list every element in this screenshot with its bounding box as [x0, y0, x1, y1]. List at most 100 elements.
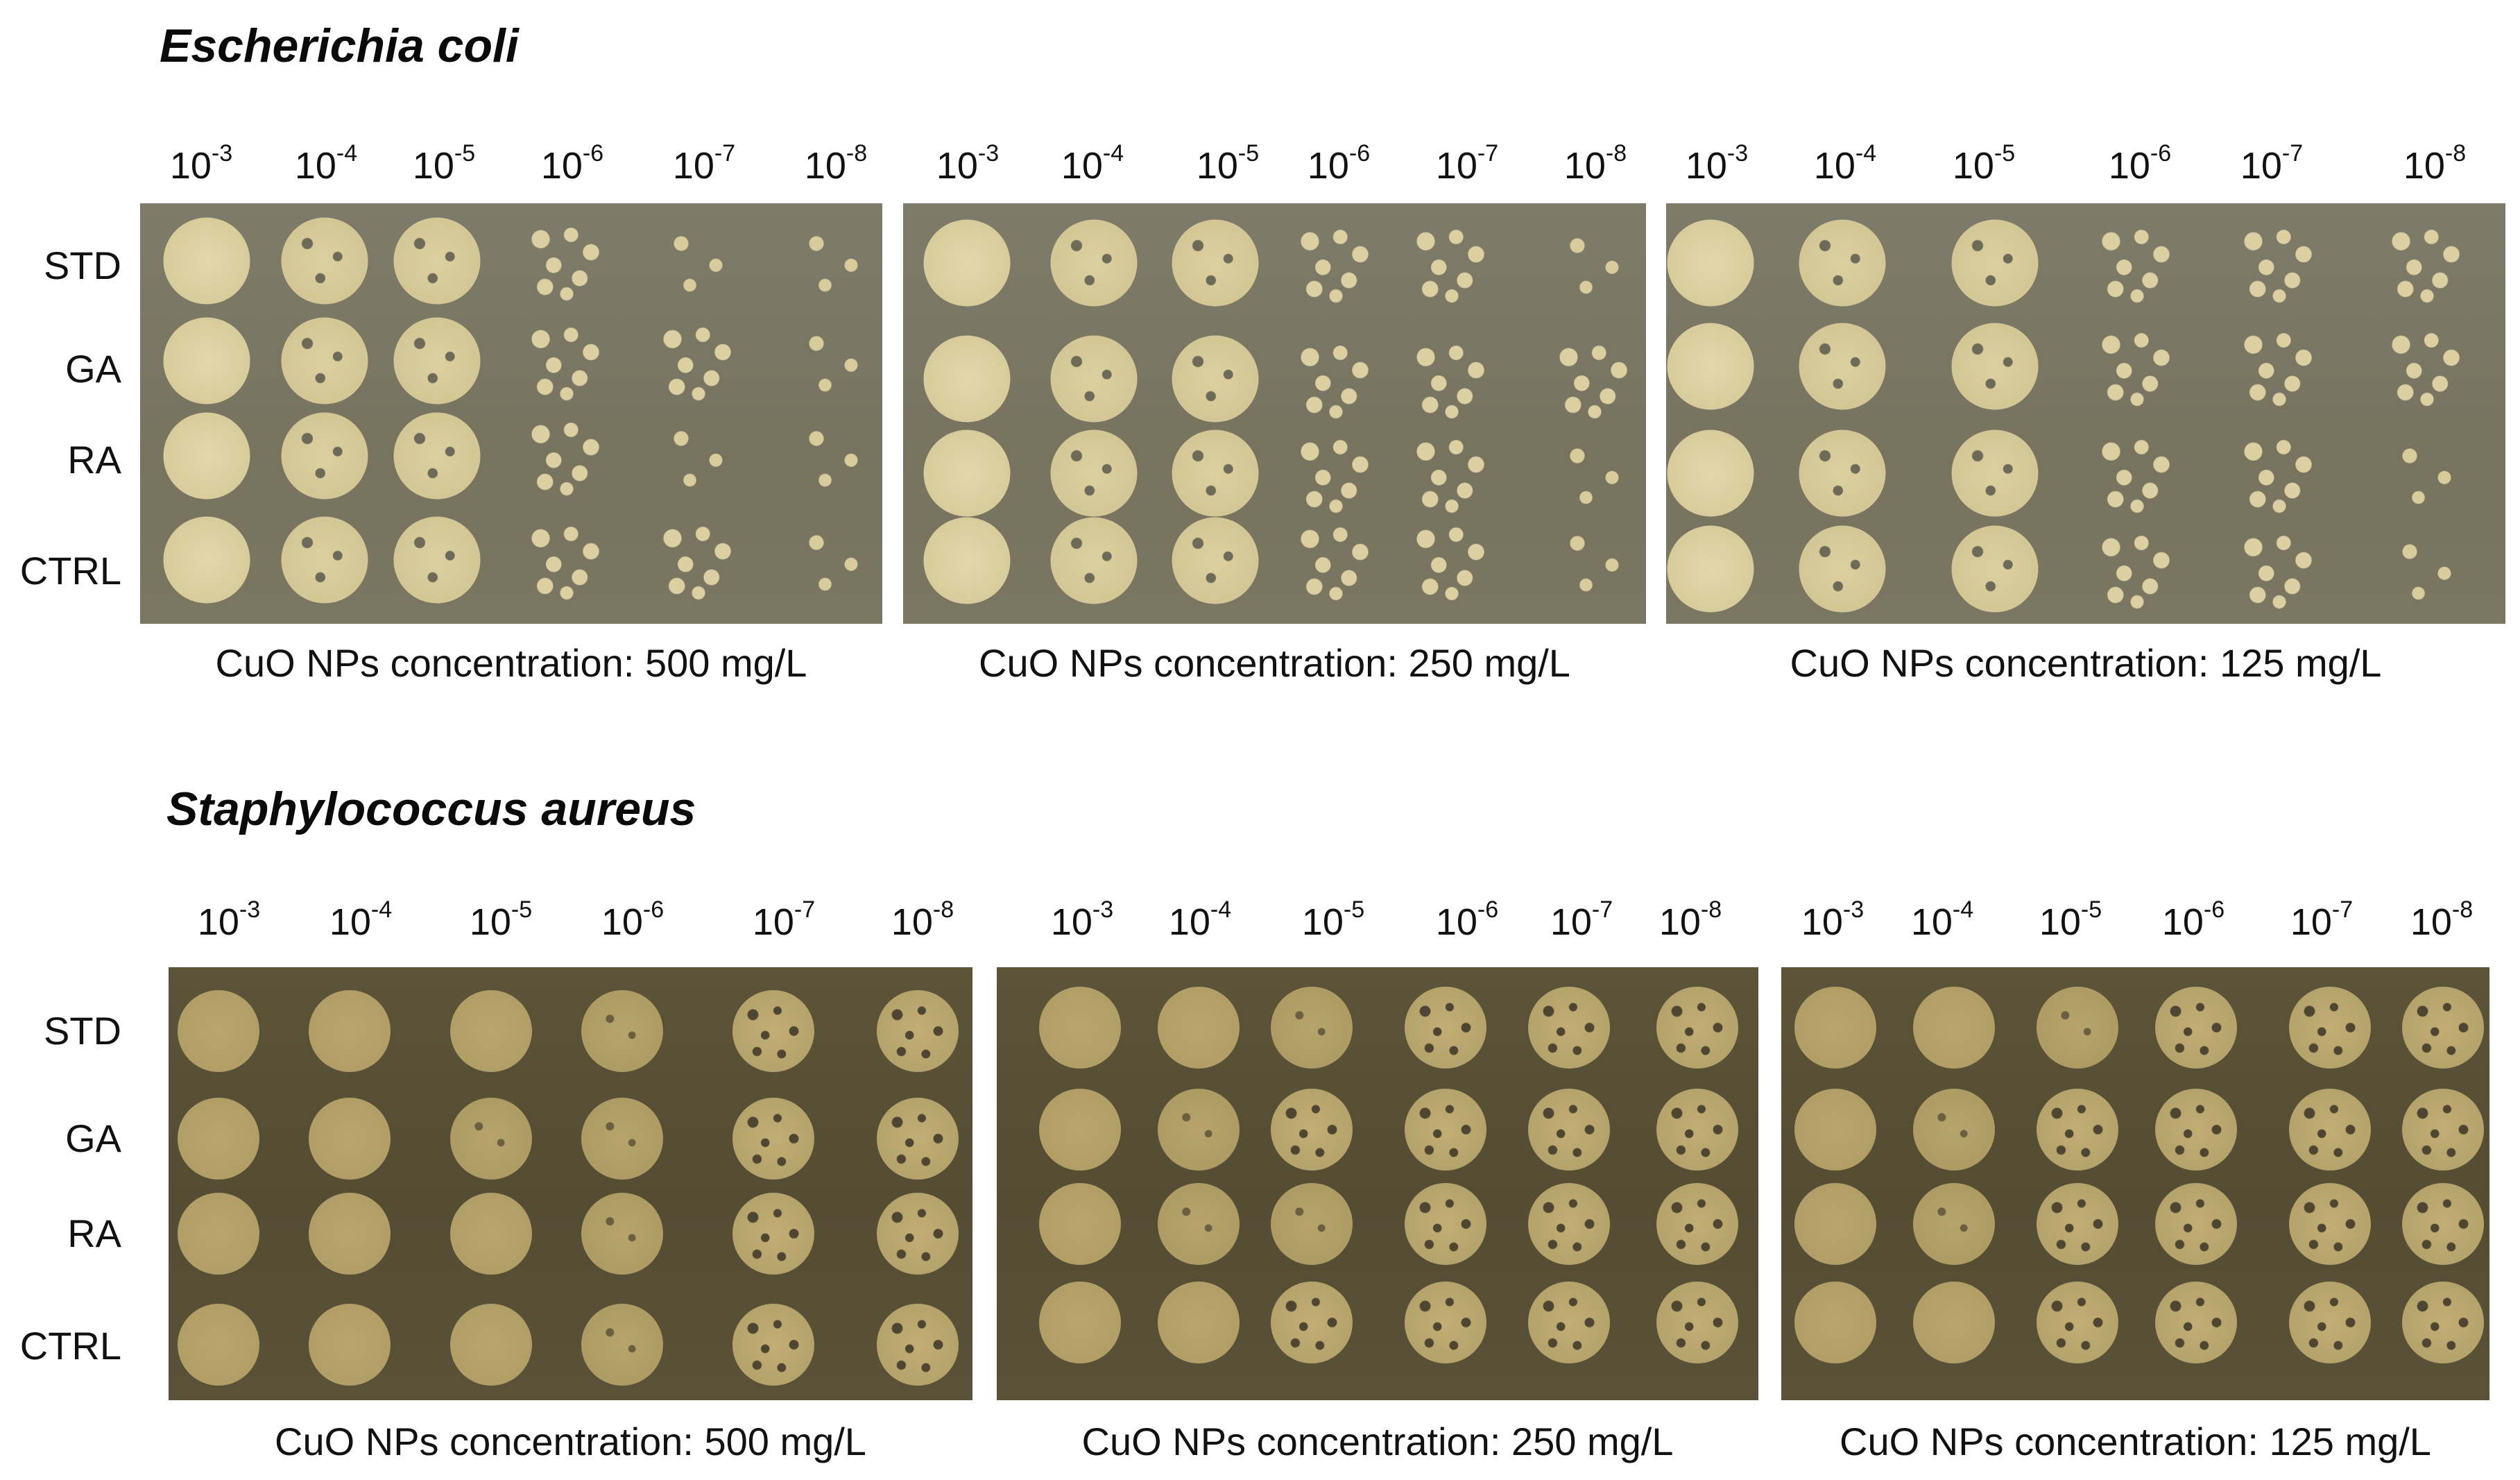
agar-plate-ecoli-3 — [1666, 203, 2505, 624]
dilution-exponent: -5 — [1994, 140, 2016, 167]
colony-spot — [1528, 1089, 1610, 1171]
dilution-label: 10-6 — [601, 898, 664, 941]
dilution-exponent: -8 — [932, 896, 954, 923]
dilution-base: 10 — [169, 145, 212, 187]
colony-spot — [1292, 429, 1380, 517]
colony-spot — [1172, 517, 1259, 604]
dilution-label: 10-3 — [936, 142, 999, 187]
row-label-ra: RA — [67, 1211, 121, 1255]
colony-spot — [2289, 987, 2371, 1069]
dilution-label: 10-3 — [169, 142, 232, 187]
colony-spot — [2037, 1183, 2118, 1265]
concentration-caption: CuO NPs concentration: 125 mg/L — [1790, 641, 2382, 685]
colony-spot — [1271, 987, 1353, 1069]
dilution-label: 10-7 — [2240, 142, 2303, 187]
colony-spot — [1794, 1282, 1876, 1363]
colony-spot — [655, 217, 742, 305]
colony-spot — [1667, 323, 1754, 410]
colony-spot — [1794, 1183, 1876, 1265]
dilution-base: 10 — [412, 145, 454, 187]
colony-spot — [2402, 1089, 2484, 1171]
colony-spot — [732, 1193, 814, 1275]
dilution-base: 10 — [2240, 145, 2282, 187]
dilution-base: 10 — [1301, 901, 1344, 943]
colony-spot — [450, 1304, 532, 1386]
colony-spot — [2289, 1183, 2371, 1265]
dilution-base: 10 — [1952, 145, 1994, 187]
colony-spot — [1172, 429, 1259, 517]
colony-spot — [2037, 1282, 2118, 1363]
colony-spot — [655, 412, 742, 500]
colony-spot — [523, 516, 610, 604]
dilution-exponent: -3 — [211, 140, 233, 167]
colony-spot — [1799, 525, 1886, 613]
dilution-base: 10 — [294, 145, 336, 187]
dilution-label: 10-4 — [1814, 142, 1876, 185]
colony-spot — [1158, 1183, 1240, 1265]
dilution-base: 10 — [2410, 901, 2452, 943]
colony-spot — [877, 1304, 959, 1386]
colony-spot — [1656, 987, 1738, 1069]
dilution-exponent: -5 — [1237, 140, 1260, 167]
concentration-caption: CuO NPs concentration: 500 mg/L — [215, 641, 807, 685]
colony-spot — [581, 1193, 663, 1275]
colony-spot — [1551, 219, 1638, 307]
row-label-std: STD — [44, 1009, 121, 1053]
colony-spot — [1913, 1089, 1995, 1171]
colony-spot — [2155, 1089, 2237, 1171]
dilution-label: 10-4 — [1168, 898, 1231, 943]
dilution-base: 10 — [936, 145, 978, 187]
colony-spot — [2383, 525, 2471, 613]
dilution-label: 10-6 — [1308, 142, 1370, 185]
row-label-ga: GA — [65, 1116, 121, 1160]
dilution-exponent: -7 — [1477, 140, 1499, 167]
colony-spot — [1408, 219, 1495, 307]
colony-spot — [523, 412, 610, 500]
colony-spot — [1528, 987, 1610, 1069]
colony-spot — [1292, 335, 1380, 423]
dilution-exponent: -4 — [1855, 140, 1877, 167]
dilution-exponent: -6 — [1477, 896, 1499, 923]
colony-spot — [1528, 1183, 1610, 1265]
dilution-label: 10-6 — [541, 142, 603, 185]
row-label-ctrl: CTRL — [19, 1324, 121, 1368]
dilution-label: 10-8 — [2403, 142, 2466, 185]
colony-spot — [2236, 525, 2323, 613]
row-label-ra: RA — [67, 438, 121, 482]
colony-spot — [1551, 517, 1638, 604]
dilution-label: 10-4 — [1911, 898, 1973, 941]
colony-spot — [2093, 219, 2181, 307]
colony-spot — [309, 1193, 391, 1275]
colony-spot — [1913, 1282, 1995, 1363]
dilution-base: 10 — [891, 901, 933, 943]
colony-spot — [2402, 1282, 2484, 1363]
dilution-exponent: -8 — [2444, 140, 2467, 167]
colony-spot — [2236, 429, 2323, 517]
colony-spot — [790, 516, 877, 604]
dilution-exponent: -8 — [1700, 896, 1722, 923]
colony-spot — [1292, 517, 1380, 604]
dilution-label: 10-5 — [1301, 898, 1364, 943]
dilution-exponent: -5 — [454, 140, 476, 167]
colony-spot — [2236, 323, 2323, 410]
dilution-base: 10 — [1061, 145, 1103, 187]
dilution-label: 10-4 — [329, 898, 392, 943]
dilution-base: 10 — [1168, 901, 1210, 943]
colony-spot — [581, 1098, 663, 1180]
colony-spot — [1551, 335, 1638, 423]
dilution-label: 10-4 — [294, 142, 357, 187]
colony-spot — [1951, 219, 2039, 307]
colony-spot — [2402, 987, 2484, 1069]
dilution-label: 10-3 — [198, 898, 260, 941]
dilution-exponent: -4 — [1210, 896, 1232, 923]
dilution-label: 10-3 — [1801, 898, 1864, 941]
dilution-base: 10 — [329, 901, 371, 943]
colony-spot — [1913, 987, 1995, 1069]
colony-spot — [2093, 429, 2181, 517]
colony-spot — [2037, 1089, 2118, 1171]
species-title-ecoli: Escherichia coli — [160, 19, 519, 72]
dilution-base: 10 — [1658, 901, 1701, 943]
dilution-base: 10 — [1435, 901, 1477, 943]
colony-spot — [178, 990, 259, 1072]
